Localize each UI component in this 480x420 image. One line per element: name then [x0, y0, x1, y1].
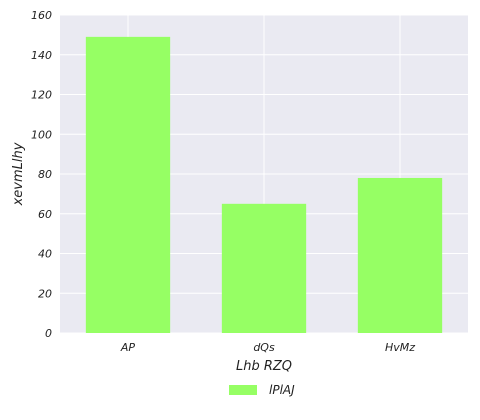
- bars: [85, 36, 443, 334]
- x-tick-label: AP: [120, 341, 136, 354]
- x-axis-label: Lhb RZQ: [236, 359, 292, 374]
- x-tick-labels: AP dQs HvMz: [120, 341, 415, 354]
- y-axis-label: xevmLlhy: [11, 142, 26, 206]
- x-tick-label: HvMz: [385, 341, 415, 354]
- y-tick-label: 20: [38, 287, 52, 300]
- y-tick-label: 60: [38, 208, 52, 221]
- legend-label: lPlAJ: [269, 383, 295, 397]
- legend-swatch: [229, 385, 257, 395]
- bar-hvmz: [357, 177, 443, 333]
- legend: lPlAJ: [229, 383, 295, 397]
- bar-dqs: [221, 203, 307, 333]
- y-tick-label: 100: [31, 128, 52, 141]
- y-tick-labels: 0 20 40 60 80 100 120 140 160: [31, 9, 52, 340]
- y-tick-label: 40: [38, 248, 52, 261]
- y-tick-label: 120: [31, 89, 52, 102]
- y-tick-label: 140: [31, 49, 52, 62]
- y-tick-label: 0: [45, 327, 52, 340]
- x-tick-label: dQs: [253, 341, 275, 354]
- bar-ap: [85, 36, 171, 334]
- y-tick-label: 160: [31, 9, 52, 22]
- y-tick-label: 80: [38, 168, 52, 181]
